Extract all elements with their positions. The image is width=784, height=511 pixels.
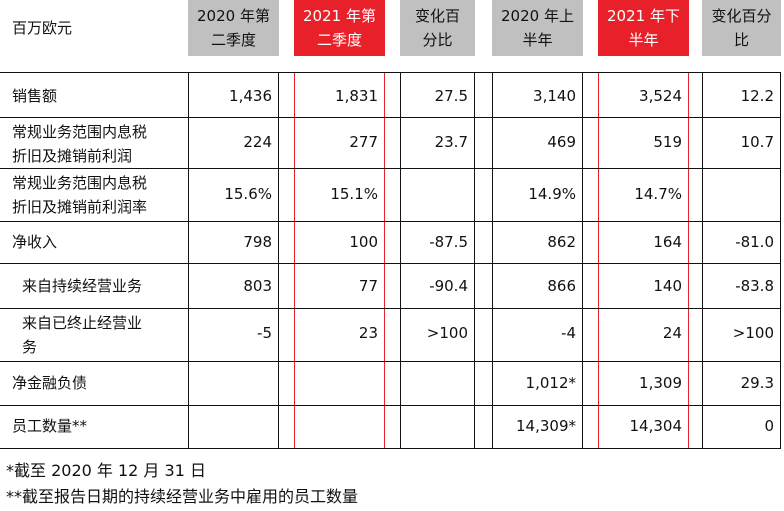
cell-value: 77 <box>358 277 378 295</box>
cell-value: 3,524 <box>639 87 682 105</box>
row-label-net-income: 净收入 <box>12 233 58 251</box>
cell-value: 12.2 <box>740 87 774 105</box>
cell-value: 798 <box>243 233 272 251</box>
cell-value: 10.7 <box>740 133 774 151</box>
row-divider <box>0 308 781 309</box>
row-divider <box>0 263 781 264</box>
cell-value: 15.1% <box>330 185 378 203</box>
cell-value: 862 <box>547 233 576 251</box>
col-header-line2: 半年 <box>522 31 553 49</box>
row-divider <box>0 405 781 406</box>
col-header-q2-2021: 2021 年第 二季度 <box>294 0 385 56</box>
row-divider <box>0 168 781 169</box>
row-divider <box>0 72 781 73</box>
row-label-line1: 来自已终止经营业 <box>22 314 143 332</box>
col-header-line1: 2021 年第 <box>303 7 376 25</box>
cell-value: 14,304 <box>629 417 683 435</box>
row-label-employees: 员工数量** <box>12 417 88 435</box>
cell-value: 14.9% <box>528 185 576 203</box>
row-label-line2: 折旧及摊销前利润 <box>12 147 133 165</box>
row-label-net-financial-debt: 净金融负债 <box>12 374 88 392</box>
col-header-line2: 二季度 <box>210 31 256 49</box>
cell-value: 29.3 <box>740 374 774 392</box>
cell-value: -81.0 <box>735 233 774 251</box>
cell-value: 100 <box>349 233 378 251</box>
col-header-q2-2020: 2020 年第 二季度 <box>188 0 279 56</box>
cell-value: 0 <box>764 417 774 435</box>
cell-value: 1,309 <box>639 374 682 392</box>
col-header-line2: 比 <box>733 31 749 49</box>
col-box-q2-2021 <box>294 72 385 449</box>
col-header-line1: 2020 年第 <box>197 7 270 25</box>
row-label-line1: 常规业务范围内息税 <box>12 174 148 192</box>
col-header-line2: 半年 <box>628 31 659 49</box>
cell-value: -87.5 <box>429 233 468 251</box>
cell-value: 1,012* <box>525 374 576 392</box>
cell-value: -4 <box>561 324 576 342</box>
row-divider <box>0 117 781 118</box>
cell-value: >100 <box>426 324 468 342</box>
row-label-ebitda-margin: 常规业务范围内息税 折旧及摊销前利润率 <box>12 171 147 219</box>
col-box-h-2021 <box>598 72 689 449</box>
cell-value: 803 <box>243 277 272 295</box>
row-label-line2: 务 <box>22 338 38 356</box>
row-label-discontinued-ops: 来自已终止经营业 务 <box>22 311 142 359</box>
cell-value: >100 <box>732 324 774 342</box>
row-label-line2: 折旧及摊销前利润率 <box>12 198 148 216</box>
unit-label: 百万欧元 <box>12 0 172 56</box>
col-header-line1: 变化百分 <box>711 7 772 25</box>
cell-value: 866 <box>547 277 576 295</box>
cell-value: 14.7% <box>634 185 682 203</box>
cell-value: 164 <box>653 233 682 251</box>
cell-value: -83.8 <box>735 277 774 295</box>
cell-value: -5 <box>257 324 272 342</box>
row-divider <box>0 221 781 222</box>
cell-value: 1,831 <box>335 87 378 105</box>
col-header-line2: 二季度 <box>316 31 362 49</box>
cell-value: 224 <box>243 133 272 151</box>
cell-value: 23 <box>358 324 378 342</box>
cell-value: 519 <box>653 133 682 151</box>
cell-value: 1,436 <box>229 87 272 105</box>
cell-value: 3,140 <box>533 87 576 105</box>
cell-value: 24 <box>662 324 682 342</box>
col-box-h-change <box>702 72 781 449</box>
footnote-2: **截至报告日期的持续经营业务中雇用的员工数量 <box>6 487 359 506</box>
cell-value: 27.5 <box>434 87 468 105</box>
row-label-continuing-ops: 来自持续经营业务 <box>22 277 143 295</box>
cell-value: 469 <box>547 133 576 151</box>
cell-value: 140 <box>653 277 682 295</box>
cell-value: 277 <box>349 133 378 151</box>
col-header-h-change: 变化百分 比 <box>702 0 781 56</box>
cell-value: 15.6% <box>224 185 272 203</box>
col-box-q-change <box>400 72 475 449</box>
footnote-1: *截至 2020 年 12 月 31 日 <box>6 461 206 480</box>
cell-value: -90.4 <box>429 277 468 295</box>
col-header-line1: 2020 年上 <box>501 7 574 25</box>
row-label-ebitda: 常规业务范围内息税 折旧及摊销前利润 <box>12 120 147 168</box>
unit-label-text: 百万欧元 <box>12 19 73 37</box>
col-box-h1-2020 <box>492 72 583 449</box>
col-header-h-2021: 2021 年下 半年 <box>598 0 689 56</box>
cell-value: 14,309* <box>516 417 576 435</box>
col-header-line1: 2021 年下 <box>607 7 680 25</box>
row-divider <box>0 448 781 449</box>
col-box-q2-2020 <box>188 72 279 449</box>
row-label-line1: 常规业务范围内息税 <box>12 123 148 141</box>
col-header-q-change: 变化百 分比 <box>400 0 475 56</box>
col-header-h1-2020: 2020 年上 半年 <box>492 0 583 56</box>
row-label-sales: 销售额 <box>12 87 58 105</box>
cell-value: 23.7 <box>434 133 468 151</box>
col-header-line1: 变化百 <box>414 7 460 25</box>
row-divider <box>0 361 781 362</box>
col-header-line2: 分比 <box>422 31 453 49</box>
